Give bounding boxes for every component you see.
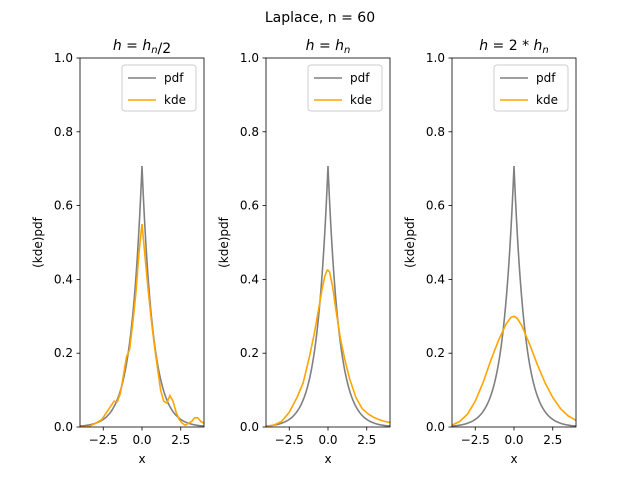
y-axis-label: (kde)pdf (217, 216, 231, 268)
x-tick-label: 0.0 (132, 433, 151, 447)
y-tick-label: 0.4 (54, 272, 73, 286)
y-tick-label: 1.0 (426, 51, 445, 65)
y-tick-label: 0.4 (426, 272, 445, 286)
x-tick-label: −2.5 (461, 433, 490, 447)
legend-label: pdf (350, 71, 370, 85)
series-line-pdf (452, 166, 576, 427)
subplot-3: −2.5 0.0 2.5 0.0 0.2 0.4 0.6 0.8 1.0 x (kde)pdf h =… (403, 38, 577, 466)
y-tick-label: 0.6 (240, 199, 259, 213)
y-axis-label: (kde)pdf (31, 216, 45, 268)
y-tick-label: 0.2 (240, 346, 259, 360)
y-tick-label: 0.2 (426, 346, 445, 360)
panel-title: h = 2 * hn (479, 38, 549, 56)
legend: pdf kde (307, 64, 383, 112)
subplot-2: −2.5 0.0 2.5 0.0 0.2 0.4 0.6 0.8 1.0 x (kde)pdf h =… (217, 38, 391, 466)
y-tick-label: 0.6 (426, 199, 445, 213)
x-tick-label: −2.5 (275, 433, 304, 447)
legend-label: kde (350, 93, 372, 107)
y-tick-label: 0.8 (54, 125, 73, 139)
panel-title: h = hn (306, 38, 351, 56)
x-axis-label: x (324, 452, 331, 466)
y-tick-label: 0.8 (240, 125, 259, 139)
legend-label: kde (536, 93, 558, 107)
y-tick-label: 1.0 (240, 51, 259, 65)
panel-title: h = hn/2 (113, 38, 171, 57)
x-tick-label: 0.0 (318, 433, 337, 447)
legend-label: pdf (536, 71, 556, 85)
y-tick-label: 1.0 (54, 51, 73, 65)
series-line-kde (80, 223, 204, 427)
y-tick-label: 0.0 (54, 420, 73, 434)
y-tick-label: 0.6 (54, 199, 73, 213)
legend: pdf kde (493, 64, 569, 112)
x-tick-label: 2.5 (543, 433, 562, 447)
y-axis-label: (kde)pdf (403, 216, 417, 268)
x-tick-label: 0.0 (504, 433, 523, 447)
x-tick-label: 2.5 (357, 433, 376, 447)
x-axis-label: x (138, 452, 145, 466)
series-line-kde (266, 269, 390, 427)
x-tick-label: −2.5 (89, 433, 118, 447)
series-line-kde (452, 315, 576, 426)
y-tick-label: 0.0 (426, 420, 445, 434)
legend: pdf kde (121, 64, 197, 112)
figure-title: Laplace, n = 60 (265, 10, 375, 26)
legend-label: kde (164, 93, 186, 107)
subplot-1: −2.5 0.0 2.5 0.0 0.2 0.4 0.6 0.8 1.0 x (kde)pdf h =… (31, 38, 205, 466)
series-line-pdf (266, 166, 390, 427)
x-tick-label: 2.5 (171, 433, 190, 447)
y-tick-label: 0.0 (240, 420, 259, 434)
y-tick-label: 0.8 (426, 125, 445, 139)
legend-label: pdf (164, 71, 184, 85)
y-tick-label: 0.2 (54, 346, 73, 360)
x-axis-label: x (510, 452, 517, 466)
y-tick-label: 0.4 (240, 272, 259, 286)
